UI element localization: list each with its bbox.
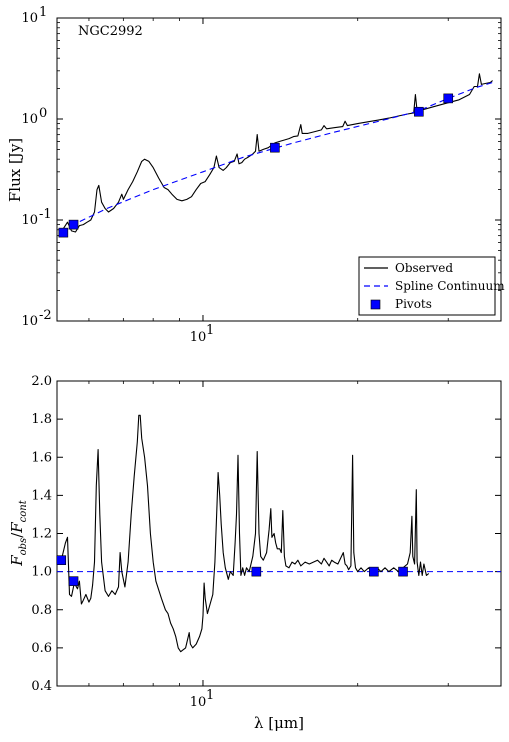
legend-pivots-swatch [370,299,381,310]
ratio-y-axis-label: Fobs/Fcont [8,499,29,567]
flux-plot-frame [56,17,502,322]
x-axis-label: λ [μm] [254,714,304,732]
flux-pivot-marker [443,93,454,104]
flux-x-tick-label: 10 [190,330,207,345]
ratio-y-ticks: 0.4 0.6 0.8 1.0 1.2 1.4 1.6 1.8 2.0 [31,374,501,694]
ratio-pivot-marker [251,566,262,577]
ratio-series [56,414,501,653]
ratio-series-observed [60,414,430,653]
ratio-y-tick-label: 1.2 [31,527,52,542]
ratio-y-tick-label: 1.6 [31,450,52,465]
flux-y-tick-exponent: 0 [39,106,47,121]
flux-y-tick-exponent: -2 [39,308,52,323]
flux-series-spline-continuum [62,81,493,234]
flux-y-tick-exponent: 1 [39,5,47,20]
flux-pivot-marker [68,219,79,230]
ratio-pivot-marker [369,566,379,577]
object-name-annotation: NGC2992 [78,24,143,39]
ratio-y-tick-label: 1.0 [31,565,52,580]
ratio-pivot-marker [398,566,408,577]
flux-y-tick-label: 10 [21,11,38,26]
flux-y-axis-label: Flux [Jy] [6,138,24,202]
ratio-panel: 0.4 0.6 0.8 1.0 1.2 1.4 1.6 1.8 2.0 10 1 Fobs/Fco… [8,374,502,732]
flux-pivot-marker [270,142,280,153]
ratio-y-tick-label: 1.8 [31,412,52,427]
flux-series [58,73,493,238]
flux-y-tick-exponent: -1 [39,207,52,222]
legend-box [358,256,496,316]
flux-x-tick-exponent: 1 [206,323,214,338]
flux-series-observed [58,73,493,233]
ratio-x-tick-label: 10 [190,695,207,710]
flux-y-tick-label: 10 [21,213,38,228]
legend: Observed Spline Continuum Pivots [358,256,505,316]
ratio-y-tick-label: 0.4 [31,679,52,694]
legend-spline-label: Spline Continuum [395,279,505,293]
flux-y-tick-label: 10 [21,314,38,329]
flux-pivot-marker [414,106,424,117]
flux-pivot-marker [58,227,69,238]
ratio-x-tick-exponent: 1 [206,688,214,703]
legend-observed-label: Observed [395,261,453,275]
legend-pivots-label: Pivots [395,297,432,311]
flux-x-ticks: 10 1 [88,18,449,345]
ratio-y-tick-label: 0.6 [31,641,52,656]
ratio-pivot-marker [68,576,79,586]
ratio-pivot-marker [56,555,67,565]
ratio-y-tick-label: 2.0 [31,374,52,389]
ratio-y-tick-label: 1.4 [31,488,52,503]
ratio-x-ticks: 10 1 [88,381,449,710]
flux-y-tick-label: 10 [21,112,38,127]
ratio-y-tick-label: 0.8 [31,603,52,618]
ratio-plot-frame [56,380,502,687]
